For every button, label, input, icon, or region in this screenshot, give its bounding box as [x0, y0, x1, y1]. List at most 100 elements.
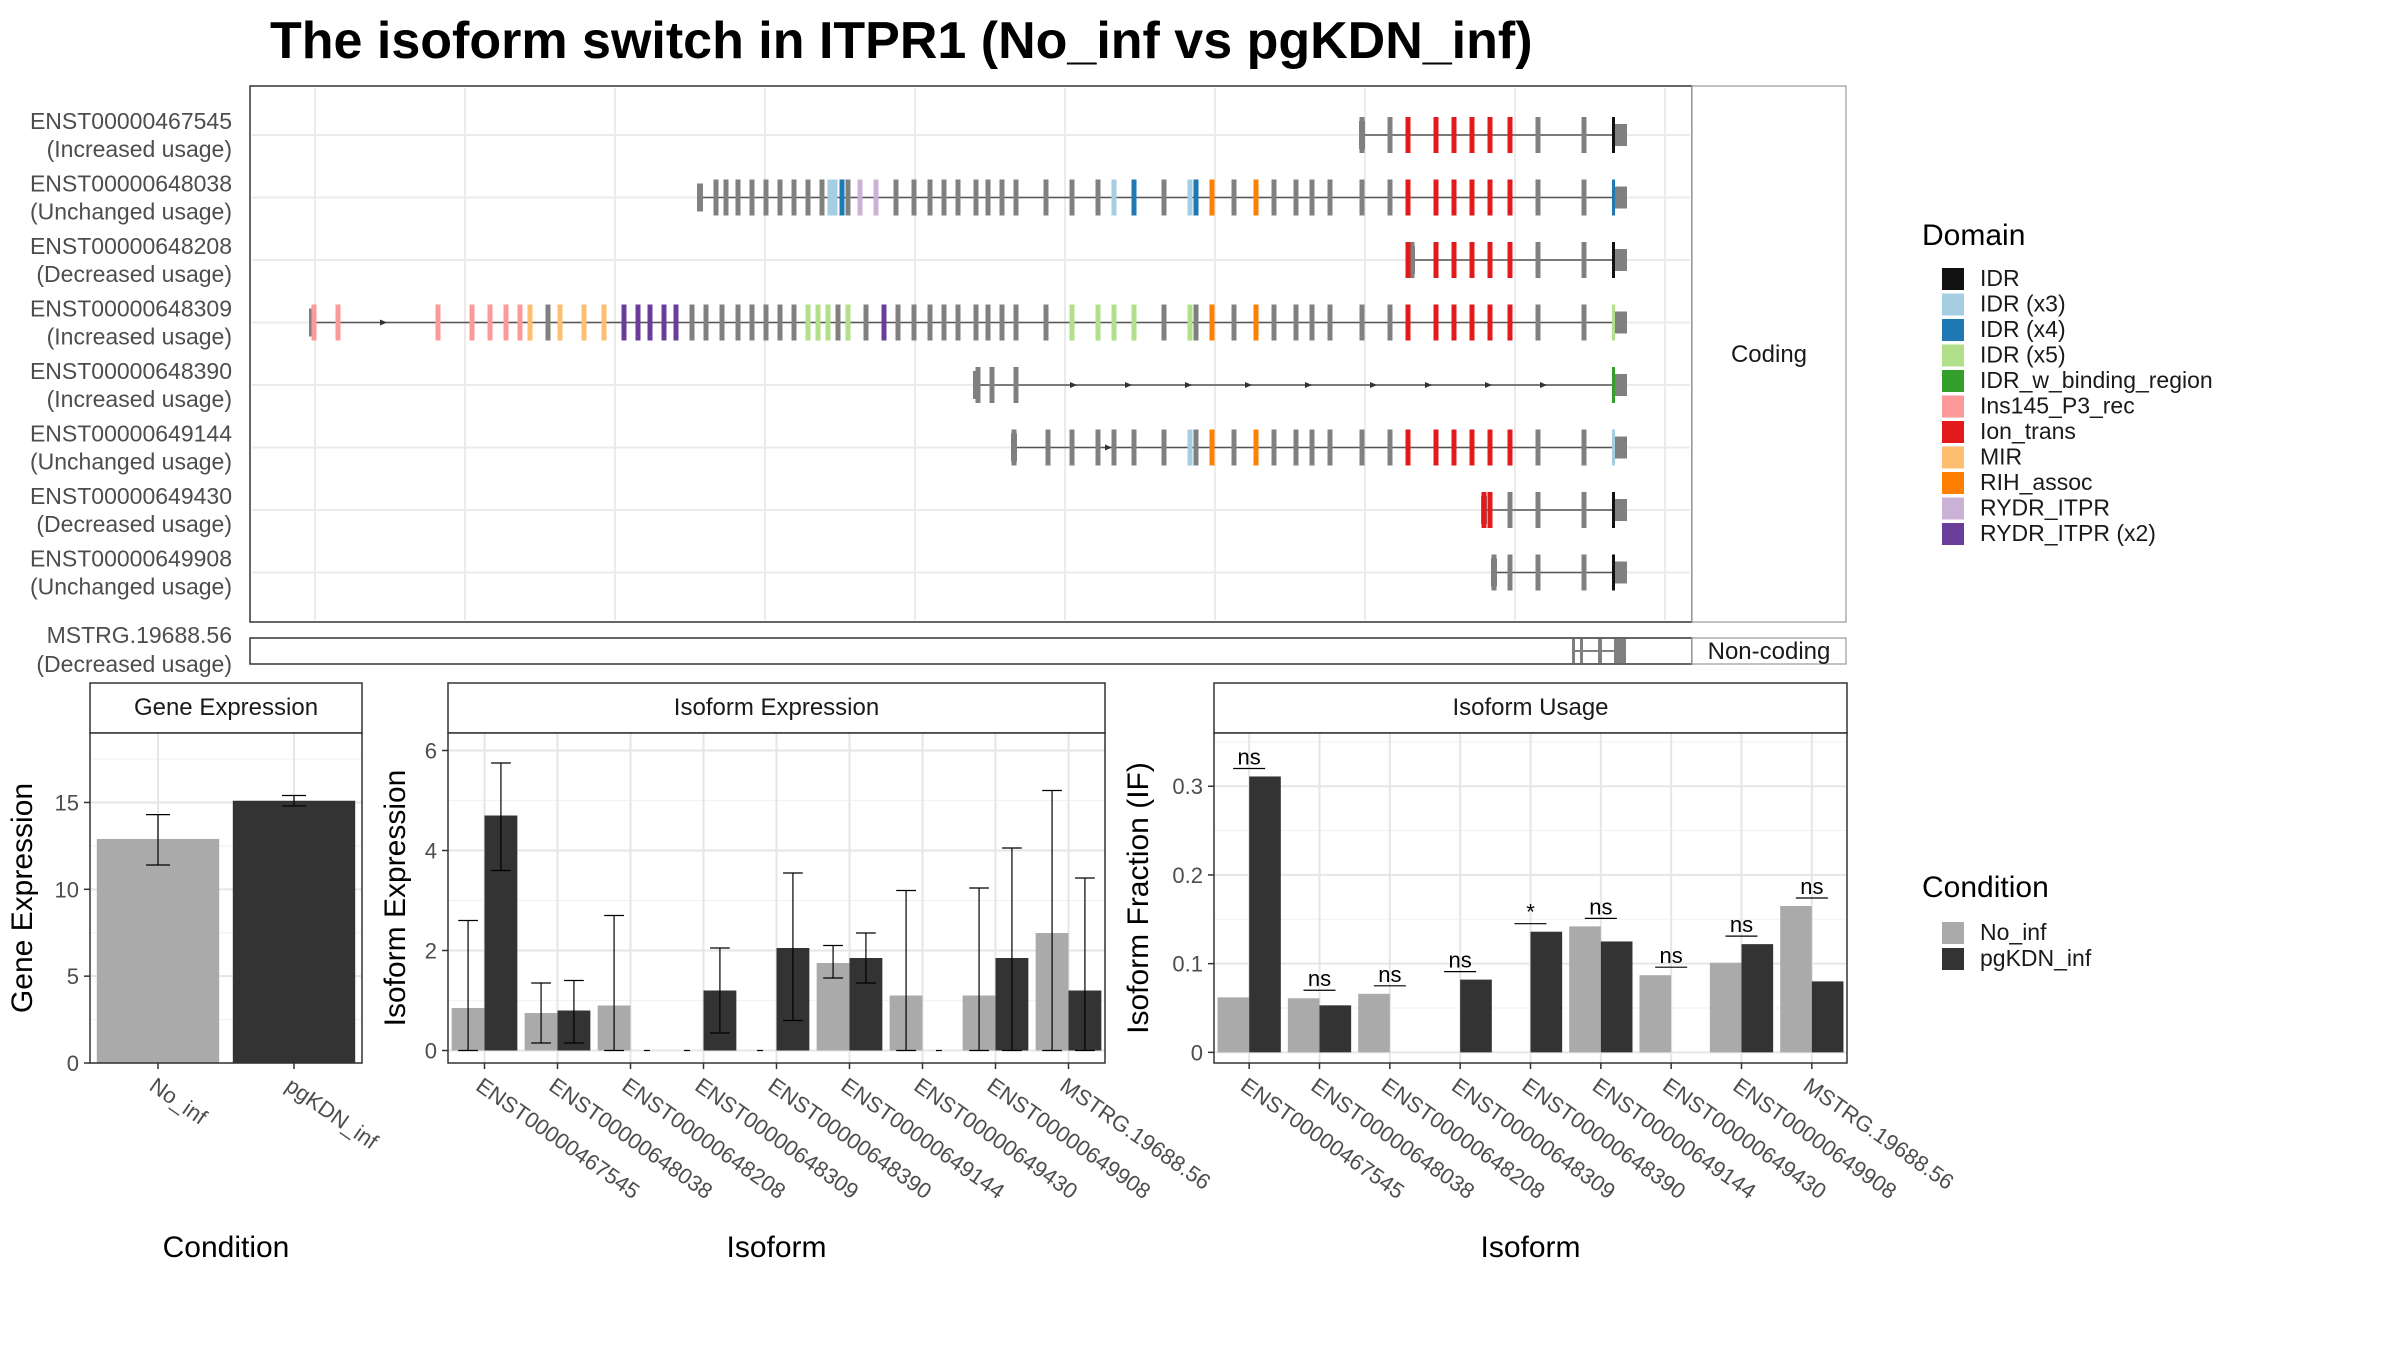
bar: [1639, 975, 1672, 1053]
transcript-usage-status: (Decreased usage): [36, 261, 232, 287]
exon: [819, 179, 825, 216]
exon: [749, 304, 755, 341]
exon: [1612, 429, 1615, 466]
transcript-row: ENST00000649908(Unchanged usage): [30, 546, 1627, 600]
direction-arrow: [1425, 382, 1432, 388]
exon: [895, 304, 901, 341]
direction-arrow: [1185, 382, 1192, 388]
plot-frame: [89, 732, 363, 1064]
exon: [1487, 242, 1493, 278]
transcript-row: ENST00000648208(Decreased usage): [30, 233, 1627, 287]
transcript-row: ENST00000649144(Unchanged usage): [30, 421, 1627, 475]
bar: [1358, 993, 1390, 1053]
exon: [527, 304, 533, 341]
exon: [1359, 304, 1365, 341]
exon: [999, 179, 1005, 216]
exon: [1598, 639, 1602, 663]
bar: [1780, 905, 1812, 1053]
exon: [1187, 304, 1193, 341]
exon: [1209, 429, 1215, 466]
y-tick-label: 0.1: [1172, 952, 1203, 977]
exon: [1387, 304, 1393, 341]
x-axis-title: Condition: [163, 1231, 290, 1264]
exon: [1161, 304, 1167, 341]
bar: [1460, 979, 1492, 1053]
exon: [1581, 429, 1587, 466]
exon: [713, 179, 719, 216]
exon: [1451, 179, 1457, 216]
exon: [1405, 429, 1411, 466]
exon: [1433, 179, 1439, 216]
exon: [661, 304, 667, 341]
facet-strip: [89, 682, 363, 734]
exon: [673, 304, 679, 341]
exon: [1614, 639, 1626, 663]
exon: [1387, 429, 1393, 466]
exon: [1387, 117, 1393, 153]
exon: [827, 179, 833, 216]
exon: [839, 179, 845, 216]
exon: [1433, 304, 1439, 341]
bar: [1811, 981, 1844, 1053]
exon: [1405, 117, 1411, 153]
exon: [1271, 429, 1277, 466]
exon: [911, 179, 917, 216]
exon: [1487, 492, 1493, 528]
exon: [805, 304, 811, 341]
exon: [989, 367, 995, 403]
exon: [1095, 304, 1101, 341]
exon: [1231, 429, 1237, 466]
legend-key-label: Ion_trans: [1980, 418, 2076, 444]
exon: [1469, 117, 1475, 153]
bar: [1319, 1005, 1352, 1053]
exon: [1433, 429, 1439, 466]
exon: [1487, 429, 1493, 466]
exon: [1405, 242, 1411, 278]
legend-key-label: No_inf: [1980, 919, 2047, 945]
exon: [1469, 304, 1475, 341]
exon: [487, 304, 493, 341]
direction-arrow: [1485, 382, 1492, 388]
exon: [1491, 554, 1497, 591]
y-tick-label: 0: [425, 1039, 437, 1064]
exon: [777, 179, 783, 216]
bar: [1217, 997, 1250, 1053]
legend-key-swatch: [1942, 293, 1964, 316]
legend-key-label: IDR: [1980, 265, 2020, 291]
y-tick-label: 15: [55, 790, 79, 815]
exon: [1011, 429, 1017, 466]
bar: [1287, 998, 1320, 1053]
chart-title: Isoform Expression: [674, 694, 879, 721]
y-axis-title: Gene Expression: [6, 783, 39, 1013]
exon: [311, 304, 317, 341]
transcript-id: ENST00000648208: [30, 233, 232, 259]
transcript-id: ENST00000649908: [30, 546, 232, 572]
exon: [335, 304, 341, 341]
transcript-usage-status: (Increased usage): [47, 386, 232, 412]
exon: [1293, 304, 1299, 341]
facet-strip: [447, 682, 1106, 734]
exon: [469, 304, 475, 341]
exon: [1507, 242, 1513, 278]
legend-key-label: IDR (x4): [1980, 316, 2066, 342]
exon: [1013, 304, 1019, 341]
exon: [1045, 429, 1051, 466]
exon: [635, 304, 641, 341]
exon: [517, 304, 523, 341]
coding-strip-label: Coding: [1731, 341, 1807, 368]
exon: [1013, 179, 1019, 216]
significance-label: ns: [1308, 966, 1331, 991]
direction-arrow: [1305, 382, 1312, 388]
exon: [1069, 179, 1075, 216]
coding-panel-frame: [249, 85, 1693, 623]
exon: [1131, 304, 1137, 341]
exon: [1451, 117, 1457, 153]
exon: [1193, 429, 1199, 466]
exon: [1405, 304, 1411, 341]
bar: [1530, 931, 1563, 1053]
exon: [985, 304, 991, 341]
exon: [1615, 436, 1627, 459]
exon: [1069, 429, 1075, 466]
transcript-usage-status: (Increased usage): [47, 324, 232, 350]
